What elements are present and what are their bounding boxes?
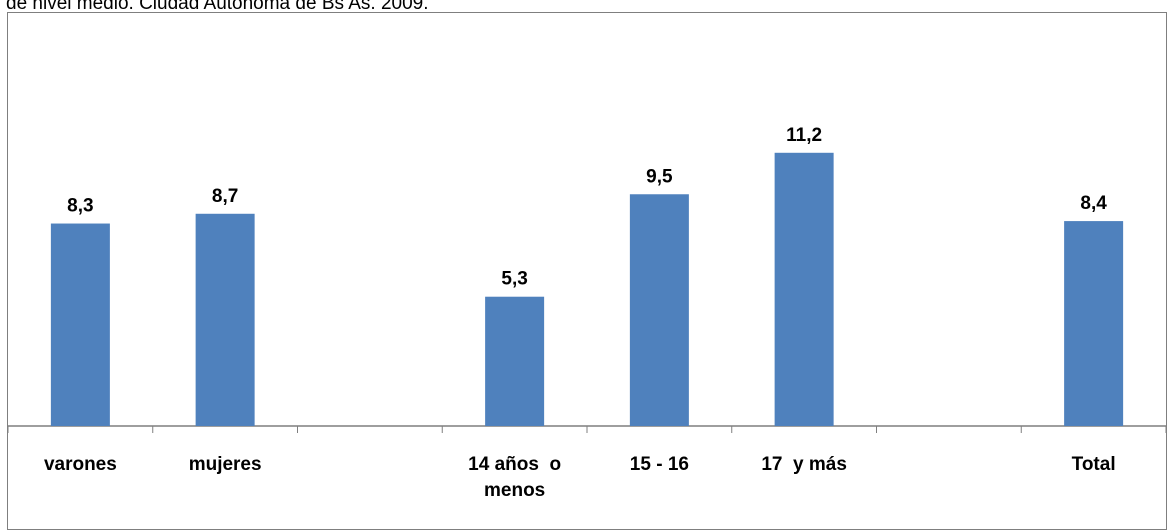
bar (485, 296, 545, 426)
bar (629, 194, 689, 426)
x-tick-label: 17 y más (761, 454, 847, 475)
bar-value-label: 9,5 (646, 166, 673, 187)
x-tick-label: 15 - 16 (630, 454, 689, 475)
chart-title-fragment: de nivel medio. Ciudad Autónoma de Bs As… (6, 0, 429, 14)
bar-value-label: 8,4 (1080, 193, 1107, 214)
x-tick-label: mujeres (189, 454, 262, 475)
bar-value-label: 8,7 (212, 186, 238, 207)
bar-value-label: 8,3 (67, 196, 93, 217)
bar-value-label: 5,3 (501, 269, 527, 290)
bar (774, 152, 834, 426)
bar-value-label: 11,2 (786, 125, 822, 146)
x-tick-label: Total (1072, 454, 1116, 475)
bar (1064, 221, 1124, 426)
bar (195, 213, 255, 426)
x-tick-label: varones (44, 454, 117, 475)
bar (50, 223, 110, 426)
x-tick-label: 14 años o (468, 454, 561, 475)
x-tick-label: menos (484, 480, 545, 501)
